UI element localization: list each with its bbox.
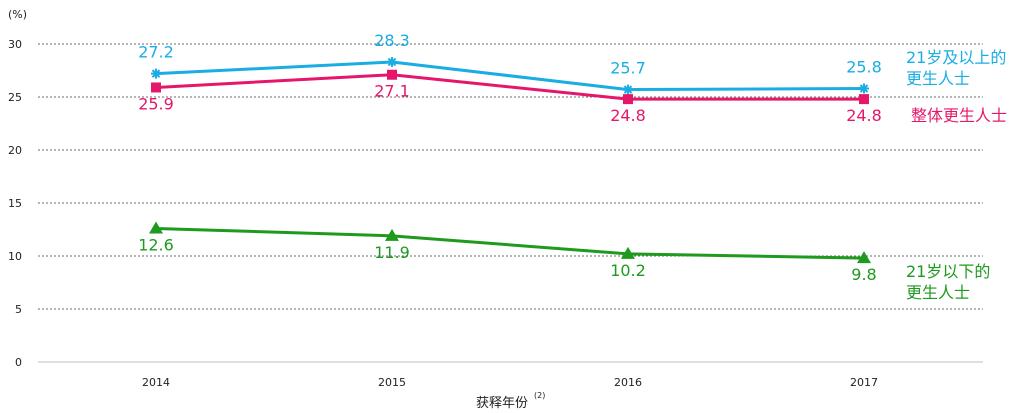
- data-label: 25.8: [846, 58, 882, 77]
- data-point-marker: [151, 82, 161, 93]
- data-point-marker: [623, 84, 633, 95]
- y-tick-label: 10: [8, 250, 22, 263]
- data-label: 9.8: [851, 265, 876, 284]
- data-point-marker: [859, 83, 869, 94]
- data-label: 27.2: [138, 43, 174, 62]
- data-point-marker: [623, 94, 633, 105]
- data-label: 12.6: [138, 235, 174, 254]
- series-2: 25.9 27.1 24.8 24.8 整体更生人士: [138, 69, 1007, 125]
- data-label: 24.8: [610, 106, 646, 125]
- data-point-marker: [621, 246, 635, 259]
- x-tick-label: 2017: [850, 376, 878, 389]
- series-line: [155, 226, 865, 260]
- y-tick-label: 5: [15, 303, 22, 316]
- series-line: [155, 73, 864, 101]
- data-label: 10.2: [610, 261, 646, 280]
- x-axis-title-note: (2): [534, 391, 545, 400]
- data-label: 24.8: [846, 106, 882, 125]
- gridlines: [38, 43, 983, 363]
- x-tick-label: 2014: [142, 376, 170, 389]
- y-tick-label: 20: [8, 144, 22, 157]
- y-unit-label: (%): [8, 8, 27, 21]
- series-name-label: 更生人士: [906, 69, 970, 88]
- data-point-marker: [387, 69, 397, 80]
- x-tick-label: 2016: [614, 376, 642, 389]
- y-tick-label: 0: [15, 356, 22, 369]
- data-label: 11.9: [374, 243, 410, 262]
- data-label: 27.1: [374, 82, 410, 101]
- data-point-marker: [859, 94, 869, 105]
- x-tick-label: 2015: [378, 376, 406, 389]
- data-point-marker: [149, 221, 163, 234]
- data-point-marker: [385, 228, 399, 241]
- data-label: 28.3: [374, 31, 410, 50]
- data-point-marker: [151, 68, 161, 79]
- data-label: 25.7: [610, 59, 646, 78]
- series-line: [155, 60, 865, 92]
- y-tick-label: 25: [8, 91, 22, 104]
- data-point-marker: [857, 251, 871, 264]
- y-axis-tick-labels: 0 5 10 15 20 25 30: [8, 38, 22, 369]
- x-axis-title: 获释年份: [476, 396, 528, 411]
- series-name-label: 更生人士: [906, 283, 970, 302]
- y-tick-label: 15: [8, 197, 22, 210]
- data-point-marker: [387, 57, 397, 68]
- x-axis-tick-labels: 2014 2015 2016 2017: [142, 376, 878, 389]
- data-label: 25.9: [138, 94, 174, 113]
- y-tick-label: 30: [8, 38, 22, 51]
- series-name-label: 21岁以下的: [906, 262, 990, 281]
- series-name-label: 整体更生人士: [911, 106, 1007, 125]
- series-name-label: 21岁及以上的: [906, 48, 1006, 67]
